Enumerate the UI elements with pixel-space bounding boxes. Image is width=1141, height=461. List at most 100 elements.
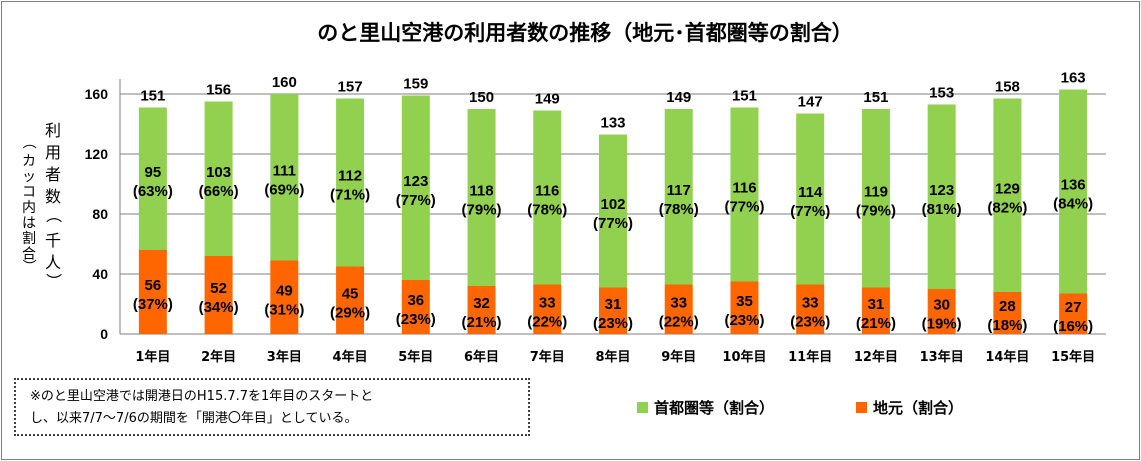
- local-value-label: 32: [473, 295, 490, 312]
- x-category-label: 13年目: [920, 349, 964, 365]
- bar-segment-capital: [664, 109, 693, 285]
- total-label: 151: [863, 89, 888, 106]
- bar-segment-local: [138, 250, 167, 334]
- y-sublabel-char: ）: [20, 259, 36, 273]
- y-tick-label: 120: [85, 146, 109, 162]
- total-label: 151: [140, 88, 165, 105]
- local-value-label: 33: [670, 294, 687, 311]
- capital-value-label: 123: [403, 173, 428, 190]
- legend: 首都圏等（割合） 地元（割合）: [637, 399, 963, 417]
- bar-segment-local: [467, 286, 496, 334]
- capital-value-label: 102: [600, 196, 625, 213]
- x-category-label: 5年目: [398, 349, 433, 365]
- bar-segment-capital: [204, 101, 233, 256]
- capital-share-label: (78%): [659, 201, 699, 218]
- bar-segment-local: [533, 284, 562, 334]
- local-share-label: (34%): [199, 299, 239, 316]
- y-tick-label: 40: [92, 266, 108, 282]
- capital-share-label: (69%): [264, 181, 304, 198]
- bar-segment-local: [993, 292, 1022, 334]
- x-category-label: 7年目: [530, 349, 565, 365]
- capital-value-label: 114: [798, 184, 823, 201]
- total-label: 133: [600, 115, 625, 132]
- x-category-label: 11年目: [788, 349, 832, 365]
- local-share-label: (23%): [593, 315, 633, 332]
- legend-swatch: [637, 402, 648, 413]
- bar-segment-capital: [861, 109, 890, 288]
- local-value-label: 49: [276, 282, 293, 299]
- x-category-label: 8年目: [595, 349, 630, 365]
- y-sublabel-char: コ: [22, 185, 36, 201]
- x-category-label: 6年目: [464, 349, 499, 365]
- bar-segment-capital: [599, 134, 627, 288]
- bar-segment-capital: [467, 109, 496, 286]
- bar-segment-local: [599, 287, 627, 334]
- chart-title: のと里山空港の利用者数の推移（地元･首都圏等の割合）: [317, 21, 853, 45]
- local-share-label: (23%): [396, 311, 436, 328]
- bar-segment-capital: [138, 107, 167, 250]
- total-label: 157: [338, 79, 363, 96]
- y-label-char: 千: [45, 231, 61, 250]
- y-label-char: 者: [45, 165, 61, 184]
- bar-segment-local: [861, 287, 890, 334]
- local-value-label: 27: [1065, 299, 1082, 316]
- capital-share-label: (63%): [133, 183, 173, 200]
- bar-segment-capital: [533, 110, 562, 285]
- x-category-label: 15年目: [1051, 349, 1095, 365]
- x-category-label: 10年目: [722, 349, 766, 365]
- local-value-label: 33: [802, 294, 819, 311]
- capital-share-label: (77%): [790, 203, 830, 220]
- local-share-label: (22%): [527, 313, 567, 330]
- y-label-char: （: [44, 207, 63, 223]
- y-sublabel-char: カ: [22, 154, 36, 170]
- local-share-label: (31%): [264, 301, 304, 318]
- capital-value-label: 119: [864, 183, 888, 200]
- bars: 151 95 (63%) 56 (37%) 156 103 (66%) 52 (34%) 160 11…: [133, 70, 1093, 335]
- capital-share-label: (71%): [330, 187, 370, 204]
- capital-share-label: (77%): [396, 192, 436, 209]
- x-category-label: 9年目: [661, 349, 696, 365]
- local-value-label: 35: [736, 293, 753, 310]
- total-label: 147: [798, 94, 823, 111]
- footnote-line-1: ※のと里山空港では開港日のH15.7.7を1年目のスタートと: [30, 389, 374, 404]
- bar-segment-local: [270, 260, 299, 334]
- y-label-char: 数: [45, 187, 61, 206]
- y-tick-label: 0: [100, 326, 108, 342]
- capital-value-label: 129: [995, 180, 1020, 197]
- bar-segment-local: [927, 289, 956, 334]
- total-label: 158: [995, 79, 1020, 96]
- bar-segment-capital: [1059, 89, 1088, 294]
- total-label: 149: [535, 91, 560, 108]
- capital-value-label: 117: [667, 182, 691, 199]
- capital-share-label: (84%): [1053, 196, 1093, 213]
- capital-value-label: 116: [535, 183, 559, 200]
- capital-value-label: 111: [273, 162, 296, 179]
- capital-share-label: (77%): [724, 199, 764, 216]
- local-value-label: 33: [539, 294, 556, 311]
- x-category-label: 2年目: [201, 349, 236, 365]
- footnote-box: ※のと里山空港では開港日のH15.7.7を1年目のスタートと し、以来7/7～7…: [14, 378, 530, 436]
- local-share-label: (23%): [724, 312, 764, 329]
- y-tick-label: 80: [92, 206, 108, 222]
- local-share-label: (16%): [1053, 318, 1093, 335]
- bar-segment-local: [730, 281, 759, 334]
- local-value-label: 31: [605, 296, 622, 313]
- capital-share-label: (81%): [922, 201, 962, 218]
- y-sublabel-char: 合: [22, 247, 36, 263]
- local-value-label: 30: [933, 297, 950, 314]
- y-label-char: 用: [45, 143, 61, 162]
- footnote-line-2: し、以来7/7～7/6の期間を「開港〇年目」としている。: [30, 411, 358, 426]
- bar-segment-local: [204, 256, 233, 334]
- x-category-label: 4年目: [333, 349, 368, 365]
- capital-share-label: (77%): [593, 215, 633, 232]
- total-label: 159: [403, 76, 428, 93]
- local-share-label: (19%): [922, 316, 962, 333]
- bar-segment-local: [336, 266, 365, 334]
- y-sublabel-char: は: [22, 216, 36, 232]
- bar-segment-local: [1059, 293, 1088, 334]
- local-share-label: (21%): [856, 315, 896, 332]
- capital-value-label: 136: [1061, 177, 1086, 194]
- capital-share-label: (78%): [527, 202, 567, 219]
- local-share-label: (29%): [330, 304, 370, 321]
- y-sublabel-char: （: [20, 135, 36, 149]
